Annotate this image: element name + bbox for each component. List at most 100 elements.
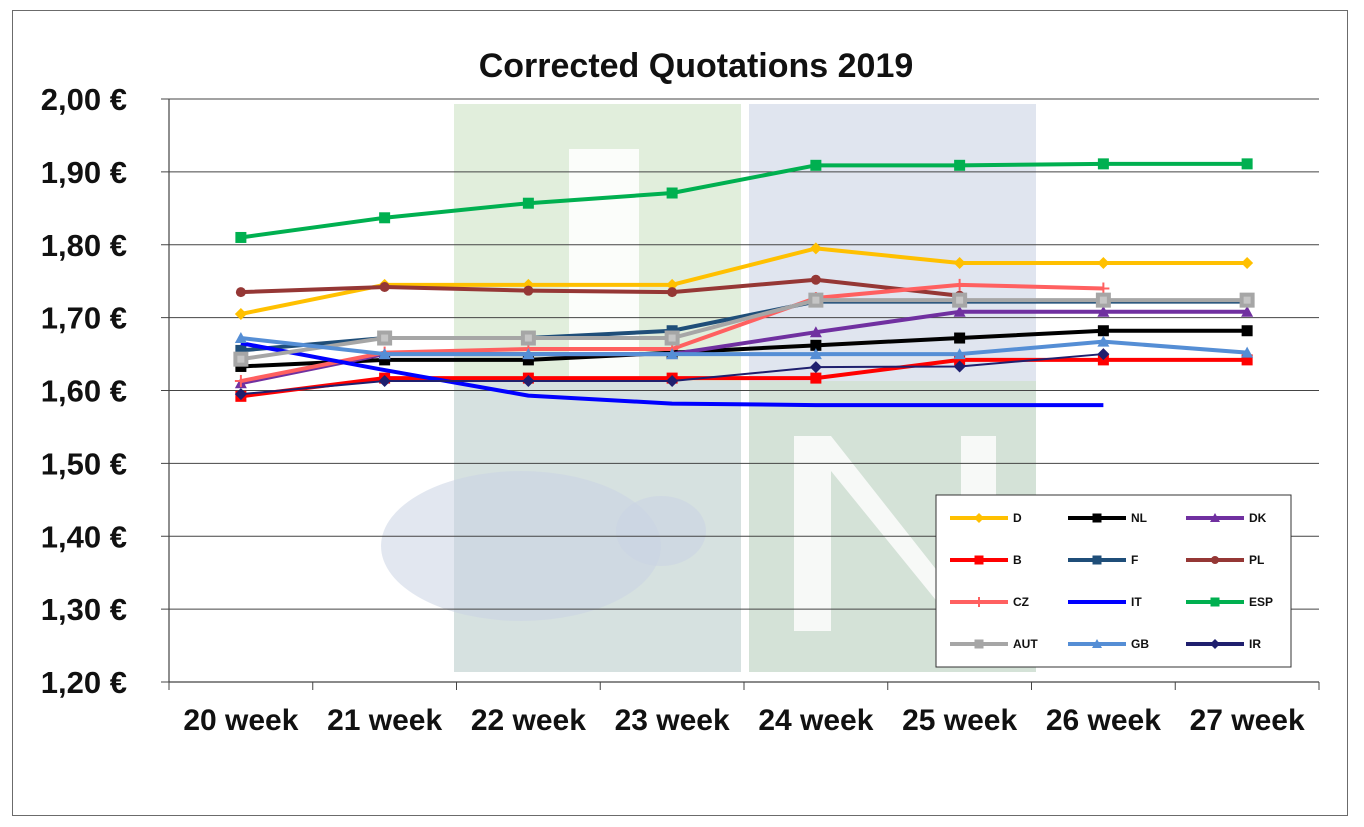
legend-label: ESP xyxy=(1249,595,1273,609)
series-line-b xyxy=(240,357,1248,399)
x-tick-label: 24 week xyxy=(758,704,873,737)
data-point-ir xyxy=(522,375,535,388)
legend-swatch-marker xyxy=(1210,513,1220,522)
data-point-aut xyxy=(233,351,249,367)
legend-swatch-marker xyxy=(1092,513,1102,523)
legend-label: AUT xyxy=(1013,637,1038,651)
series-ir xyxy=(234,348,1110,401)
legend-label: D xyxy=(1013,511,1022,525)
legend-swatch-marker xyxy=(1092,555,1102,565)
series-line-pl xyxy=(240,277,960,298)
series-aut xyxy=(233,292,1255,367)
data-point-aut xyxy=(520,330,536,346)
data-point-d xyxy=(809,242,822,255)
data-point-pl xyxy=(235,287,246,298)
data-point-ir xyxy=(1097,348,1110,361)
data-point-esp xyxy=(1097,158,1109,170)
data-point-esp xyxy=(235,231,247,243)
data-point-dk xyxy=(953,305,966,317)
chart-title: Corrected Quotations 2019 xyxy=(479,47,914,85)
x-tick-label: 26 week xyxy=(1046,704,1161,737)
data-point-pl xyxy=(379,282,390,293)
data-point-nl xyxy=(1097,325,1109,337)
y-tick-label: 1,30 € xyxy=(41,592,127,627)
legend-swatch-marker xyxy=(974,597,984,607)
data-point-ir xyxy=(953,360,966,373)
data-point-esp xyxy=(522,197,534,209)
data-point-d xyxy=(666,278,679,291)
legend-item-dk: DK xyxy=(1186,511,1267,525)
watermark-pig-head xyxy=(616,496,706,566)
data-point-d xyxy=(1241,256,1254,269)
legend-label: NL xyxy=(1131,511,1147,525)
legend-label: DK xyxy=(1249,511,1267,525)
data-point-aut-highlight xyxy=(237,355,245,363)
x-tick-label: 23 week xyxy=(615,704,730,737)
data-point-aut xyxy=(1239,292,1255,308)
legend-item-aut: AUT xyxy=(950,637,1038,651)
x-tick-label: 21 week xyxy=(327,704,442,737)
legend-swatch-marker xyxy=(1210,597,1220,607)
legend-label: PL xyxy=(1249,553,1264,567)
y-tick-label: 2,00 € xyxy=(41,82,127,117)
legend-label: IT xyxy=(1131,595,1142,609)
y-tick-label: 1,80 € xyxy=(41,228,127,263)
legend-swatch-marker xyxy=(1092,639,1102,648)
legend-label: B xyxy=(1013,553,1022,567)
series-line-gb xyxy=(240,336,1248,357)
x-tick-label: 27 week xyxy=(1190,704,1305,737)
x-tick-label: 22 week xyxy=(471,704,586,737)
data-point-esp xyxy=(954,159,966,171)
data-point-gb xyxy=(1097,335,1110,347)
data-point-d xyxy=(234,307,247,320)
data-point-aut xyxy=(377,330,393,346)
data-point-aut xyxy=(664,330,680,346)
data-point-aut-highlight xyxy=(524,334,532,342)
data-point-aut xyxy=(1095,292,1111,308)
y-tick-label: 1,90 € xyxy=(41,155,127,190)
data-point-nl xyxy=(954,332,966,344)
series-line-it xyxy=(240,341,1104,408)
data-point-aut xyxy=(808,292,824,308)
data-point-gb xyxy=(809,348,822,360)
series-esp xyxy=(235,158,1253,243)
x-tick-label: 25 week xyxy=(902,704,1017,737)
legend-item-nl: NL xyxy=(1068,511,1147,525)
data-point-gb xyxy=(953,348,966,360)
data-point-gb xyxy=(522,348,535,360)
series-line-esp xyxy=(240,161,1248,240)
legend-label: IR xyxy=(1249,637,1261,651)
data-point-aut-highlight xyxy=(668,334,676,342)
data-point-esp xyxy=(1241,158,1253,170)
data-point-nl xyxy=(1241,325,1253,337)
chart-svg: 1,20 € 1,30 € 1,40 € 1,50 € 1,60 € 1,70 € 1,80… xyxy=(41,47,1320,737)
legend-box xyxy=(935,494,1292,668)
series-d xyxy=(234,242,1254,320)
legend-swatch-marker xyxy=(974,555,984,565)
data-point-ir xyxy=(234,388,247,401)
data-point-ir xyxy=(666,375,679,388)
data-point-d xyxy=(1097,256,1110,269)
legend-swatch-marker xyxy=(974,513,984,523)
data-point-pl xyxy=(523,285,534,296)
legend-item-d: D xyxy=(950,511,1022,525)
series-lines xyxy=(233,158,1255,408)
y-axis-ticks: 1,20 € 1,30 € 1,40 € 1,50 € 1,60 € 1,70 € 1,80… xyxy=(41,82,169,700)
x-axis-ticks: 20 week 21 week 22 week 23 week 24 week 25 we… xyxy=(168,682,1320,737)
legend-item-gb: GB xyxy=(1068,637,1149,651)
y-tick-label: 1,70 € xyxy=(41,301,127,336)
data-point-gb xyxy=(378,348,391,360)
y-tick-label: 1,50 € xyxy=(41,446,127,481)
legend-item-pl: PL xyxy=(1186,553,1264,567)
data-point-aut-highlight xyxy=(812,296,820,304)
watermark-logo xyxy=(381,104,1036,672)
data-point-pl xyxy=(667,287,678,298)
data-point-dk xyxy=(1097,305,1110,317)
data-point-gb xyxy=(234,332,247,344)
data-point-gb xyxy=(1241,346,1254,358)
legend-swatch-marker xyxy=(1210,639,1220,649)
data-point-cz xyxy=(953,278,966,291)
series-line-aut xyxy=(240,298,1248,362)
series-gb xyxy=(234,332,1254,360)
legend-swatch-marker xyxy=(974,639,984,649)
